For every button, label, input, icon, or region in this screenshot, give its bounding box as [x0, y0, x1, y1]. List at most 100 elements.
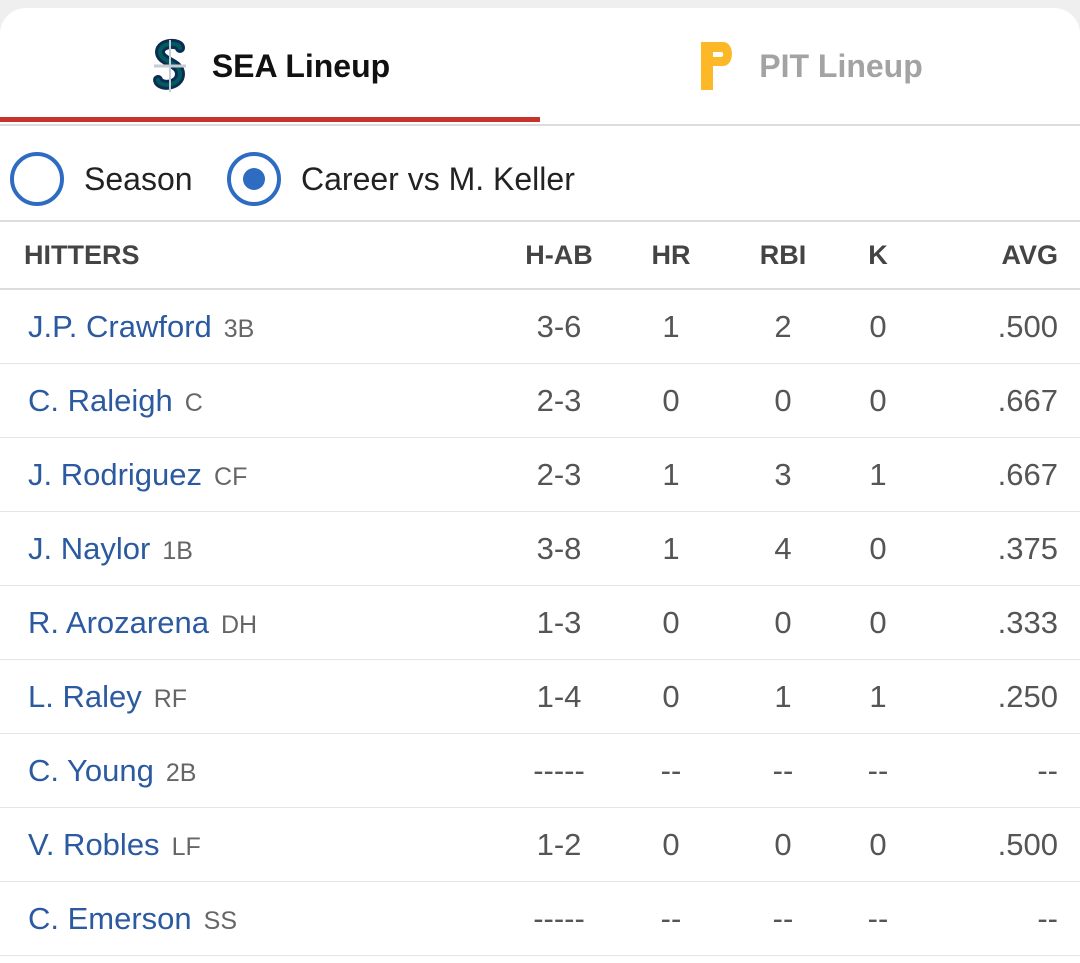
player-position: RF — [153, 685, 188, 713]
tab-sea-label: SEA Lineup — [211, 47, 391, 84]
header-hab: H-AB — [525, 240, 593, 270]
k-cell: 0 — [869, 605, 887, 640]
hr-cell: -- — [660, 753, 682, 788]
player-cell: J. Rodriguez CF — [28, 438, 247, 511]
avg-cell: .667 — [997, 457, 1058, 492]
tab-pit-label: PIT Lineup — [759, 47, 923, 84]
season-radio-label: Season — [84, 160, 193, 197]
player-position: 1B — [162, 537, 193, 565]
player-name-link[interactable]: J. Rodriguez — [28, 457, 203, 492]
rbi-cell: 0 — [774, 827, 792, 862]
avg-cell: .500 — [997, 309, 1058, 344]
hab-cell: 3-8 — [536, 531, 582, 566]
player-position: 2B — [165, 759, 197, 787]
avg-cell: .250 — [997, 679, 1058, 714]
k-cell: 0 — [869, 827, 887, 862]
career-radio-label: Career vs M. Keller — [301, 160, 575, 197]
hab-cell: ----- — [533, 901, 585, 936]
player-position: CF — [214, 463, 248, 491]
player-cell: V. Robles LF — [28, 808, 201, 881]
pirates-p-logo-icon — [697, 38, 737, 94]
table-row: V. Robles LF 1-2 0 0 0 .500 — [0, 808, 1080, 882]
table-row: J.P. Crawford 3B 3-6 1 2 0 .500 — [0, 290, 1080, 364]
k-cell: -- — [867, 753, 889, 788]
hitters-table: HITTERS H-AB HR RBI K AVG J.P. Crawford 3… — [0, 222, 1080, 956]
table-row: C. Raleigh C 2-3 0 0 0 .667 — [0, 364, 1080, 438]
avg-cell: -- — [1037, 901, 1058, 936]
tab-sea-lineup[interactable]: SEA Lineup — [0, 8, 540, 124]
season-radio[interactable]: Season — [10, 152, 193, 206]
active-tab-indicator — [0, 117, 540, 122]
k-cell: 1 — [869, 457, 887, 492]
rbi-cell: 0 — [774, 605, 792, 640]
table-row: J. Rodriguez CF 2-3 1 3 1 .667 — [0, 438, 1080, 512]
career-radio-circle-icon[interactable] — [227, 152, 281, 206]
player-name-link[interactable]: J. Naylor — [28, 531, 151, 566]
rbi-cell: 4 — [774, 531, 792, 566]
hab-cell: 1-2 — [536, 827, 582, 862]
player-cell: C. Raleigh C — [28, 364, 203, 437]
table-row: L. Raley RF 1-4 0 1 1 .250 — [0, 660, 1080, 734]
table-row: R. Arozarena DH 1-3 0 0 0 .333 — [0, 586, 1080, 660]
k-cell: 0 — [869, 309, 887, 344]
rbi-cell: 3 — [774, 457, 792, 492]
table-row: C. Young 2B ----- -- -- -- -- — [0, 734, 1080, 808]
career-radio[interactable]: Career vs M. Keller — [227, 152, 575, 206]
player-position: LF — [171, 833, 201, 861]
player-cell: R. Arozarena DH — [28, 586, 257, 659]
hr-cell: 1 — [662, 531, 680, 566]
player-cell: J.P. Crawford 3B — [28, 290, 254, 363]
k-cell: 0 — [869, 383, 887, 418]
player-position: SS — [203, 907, 238, 935]
hab-cell: ----- — [533, 753, 585, 788]
hr-cell: -- — [660, 901, 682, 936]
player-name-link[interactable]: J.P. Crawford — [28, 309, 212, 344]
rbi-cell: -- — [772, 753, 794, 788]
table-row: J. Naylor 1B 3-8 1 4 0 .375 — [0, 512, 1080, 586]
tab-pit-lineup[interactable]: PIT Lineup — [540, 8, 1080, 124]
rbi-cell: 0 — [774, 383, 792, 418]
table-row: C. Emerson SS ----- -- -- -- -- — [0, 882, 1080, 956]
lineup-card: SEA Lineup PIT Lineup Season Career vs M… — [0, 8, 1080, 963]
hr-cell: 1 — [662, 457, 680, 492]
header-hr: HR — [651, 240, 691, 270]
player-name-link[interactable]: L. Raley — [28, 679, 142, 714]
player-name-link[interactable]: C. Raleigh — [28, 383, 173, 418]
avg-cell: .375 — [997, 531, 1058, 566]
hab-cell: 2-3 — [536, 457, 582, 492]
player-name-link[interactable]: C. Young — [28, 753, 154, 788]
hr-cell: 0 — [662, 827, 680, 862]
k-cell: -- — [867, 901, 889, 936]
rbi-cell: 2 — [774, 309, 792, 344]
header-rbi: RBI — [759, 240, 807, 270]
stat-filter-row: Season Career vs M. Keller — [0, 126, 1080, 222]
hr-cell: 0 — [662, 679, 680, 714]
mariners-s-logo-icon — [150, 38, 190, 94]
avg-cell: .333 — [997, 605, 1058, 640]
hab-cell: 3-6 — [536, 309, 582, 344]
hr-cell: 1 — [662, 309, 680, 344]
hab-cell: 2-3 — [536, 383, 582, 418]
header-k: K — [868, 240, 888, 270]
rbi-cell: -- — [772, 901, 794, 936]
hr-cell: 0 — [662, 605, 680, 640]
player-name-link[interactable]: V. Robles — [28, 827, 160, 862]
player-name-link[interactable]: R. Arozarena — [28, 605, 209, 640]
player-cell: J. Naylor 1B — [28, 512, 193, 585]
avg-cell: -- — [1037, 753, 1058, 788]
k-cell: 0 — [869, 531, 887, 566]
player-name-link[interactable]: C. Emerson — [28, 901, 192, 936]
header-hitters: HITTERS — [24, 240, 140, 270]
player-position: C — [184, 389, 203, 417]
team-tabs: SEA Lineup PIT Lineup — [0, 8, 1080, 126]
hab-cell: 1-4 — [536, 679, 582, 714]
k-cell: 1 — [869, 679, 887, 714]
hab-cell: 1-3 — [536, 605, 582, 640]
player-position: DH — [220, 611, 258, 639]
avg-cell: .667 — [997, 383, 1058, 418]
table-header: HITTERS H-AB HR RBI K AVG — [0, 222, 1080, 290]
player-cell: C. Emerson SS — [28, 882, 237, 955]
season-radio-circle-icon[interactable] — [10, 152, 64, 206]
hr-cell: 0 — [662, 383, 680, 418]
avg-cell: .500 — [997, 827, 1058, 862]
